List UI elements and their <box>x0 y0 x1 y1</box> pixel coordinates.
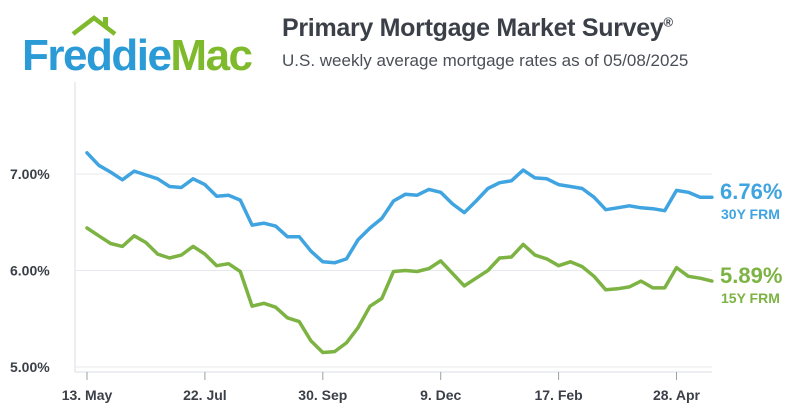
y-tick-label: 5.00% <box>10 359 50 375</box>
series-name-label: 15Y FRM <box>721 290 780 306</box>
end-value-label: 6.76% <box>720 179 782 204</box>
logo-wordmark: FreddieMac <box>22 31 253 80</box>
freddie-mac-logo: FreddieMac <box>22 14 262 80</box>
series-line-30y-frm <box>85 151 714 265</box>
logo-word-freddie: Freddie <box>22 31 172 80</box>
x-tick-label: 13. May <box>62 387 113 403</box>
logo-word-mac: Mac <box>170 31 253 80</box>
end-value-label: 5.89% <box>720 263 782 288</box>
series-line-15y-frm <box>85 226 714 355</box>
x-tick-label: 22. Jul <box>183 387 227 403</box>
house-roof-icon <box>71 15 117 36</box>
page-subtitle: U.S. weekly average mortgage rates as of… <box>282 51 689 70</box>
page-title: Primary Mortgage Market Survey® <box>282 14 673 43</box>
y-tick-label: 7.00% <box>10 166 50 182</box>
page-title-text: Primary Mortgage Market Survey <box>282 14 664 42</box>
x-tick-label: 28. Apr <box>653 387 700 403</box>
y-tick-label: 6.00% <box>10 263 50 279</box>
x-tick-label: 9. Dec <box>420 387 461 403</box>
series-name-label: 30Y FRM <box>721 206 780 222</box>
x-tick-label: 17. Feb <box>534 387 582 403</box>
registered-mark: ® <box>663 14 673 30</box>
x-tick-label: 30. Sep <box>298 387 347 403</box>
